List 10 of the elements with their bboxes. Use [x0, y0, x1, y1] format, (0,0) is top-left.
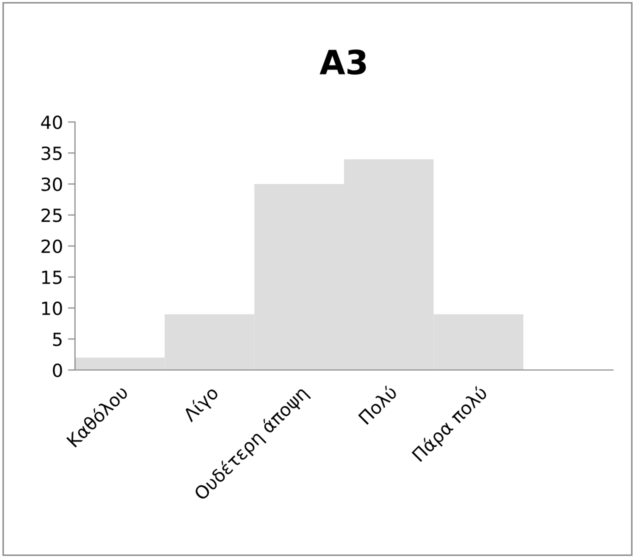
y-tick-label: 20: [42, 239, 62, 254]
y-tick-label: 5: [53, 332, 62, 346]
y-tick-label: 0: [52, 363, 62, 378]
y-tick-label: 35: [42, 146, 62, 160]
y-tick-label: 40: [41, 115, 62, 130]
y-tick-label: 10: [42, 301, 62, 316]
y-tick-label: 15: [42, 270, 62, 284]
y-tick-label: 30: [42, 177, 62, 192]
y-tick-label: 25: [42, 208, 62, 222]
chart-title: A3: [320, 49, 366, 75]
